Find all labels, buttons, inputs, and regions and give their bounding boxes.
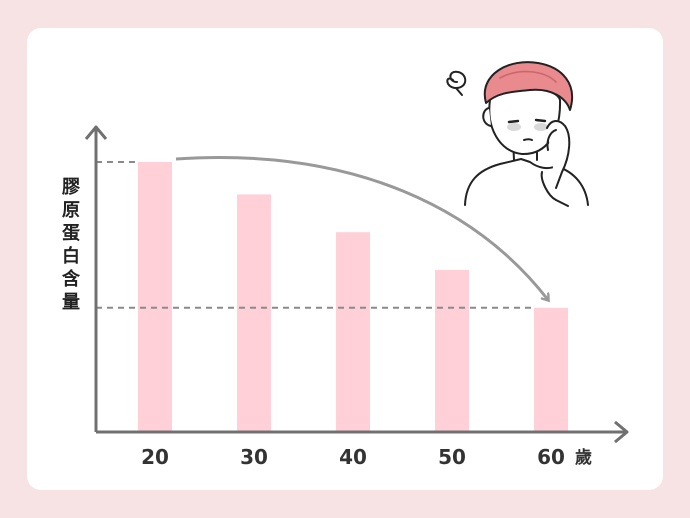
bar-40 [336,232,370,432]
bar-20 [138,162,172,432]
bar-60 [534,307,568,432]
y-label-char: 白 [62,245,80,267]
bars-group [138,162,568,432]
x-tick-50: 50 [438,445,466,469]
y-label-char: 膠 [62,177,80,198]
x-axis-arrowhead [614,420,629,444]
bar-50 [435,270,469,432]
x-tick-20: 20 [141,445,169,469]
bar-30 [237,194,271,432]
y-label-char: 含 [62,268,81,290]
x-tick-30: 30 [240,445,268,469]
x-tick-labels: 20 30 40 50 60 [141,445,565,469]
x-tick-40: 40 [339,445,367,469]
axes [84,125,629,444]
y-axis-arrowhead [84,125,108,140]
worried-woman-with-towel-icon [446,61,589,207]
y-label-char: 蛋 [62,223,80,244]
x-tick-60: 60 [537,445,565,469]
y-label-char: 原 [62,200,80,221]
y-label-char: 量 [62,291,80,313]
x-unit-label: 歲 [575,447,592,468]
trend-arrow [175,156,548,300]
reference-lines [96,161,534,309]
